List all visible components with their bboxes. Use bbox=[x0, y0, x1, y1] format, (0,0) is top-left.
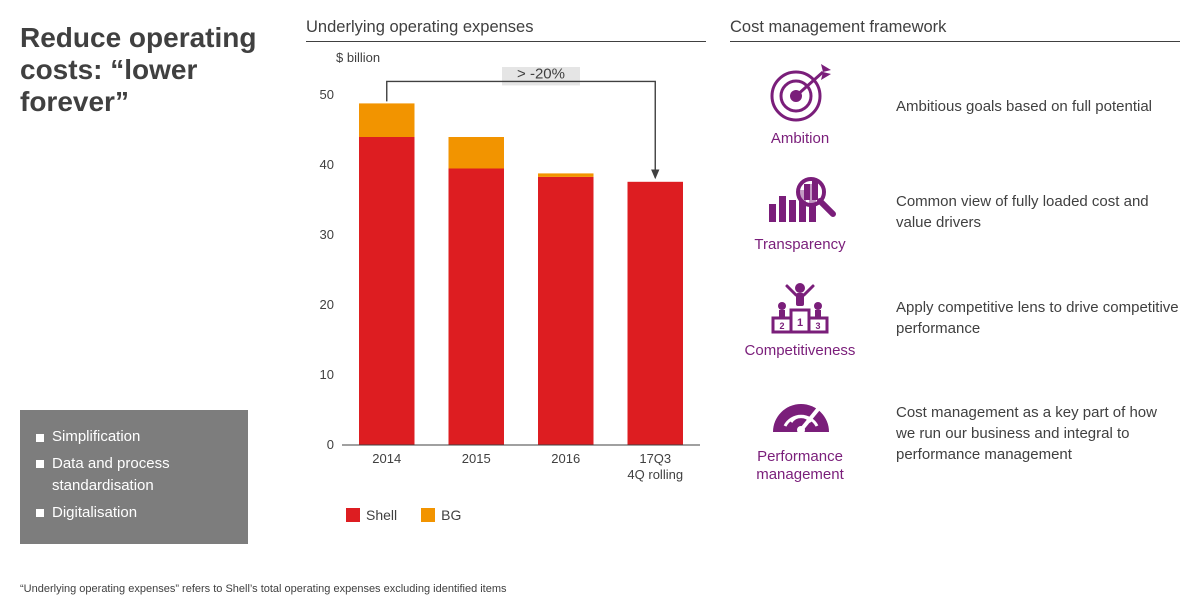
svg-text:2015: 2015 bbox=[462, 451, 491, 466]
podium-icon: 1 2 3 bbox=[730, 276, 870, 336]
bullet-item: Data and process standardisation bbox=[36, 453, 232, 498]
bar-segment bbox=[449, 169, 504, 446]
bar-segment bbox=[538, 173, 593, 177]
svg-text:2016: 2016 bbox=[551, 451, 580, 466]
svg-text:> -20%: > -20% bbox=[517, 67, 565, 82]
footnote: “Underlying operating expenses” refers t… bbox=[20, 583, 507, 595]
svg-text:0: 0 bbox=[327, 437, 334, 452]
chart-title: Underlying operating expenses bbox=[306, 18, 706, 42]
chart-legend: Shell BG bbox=[346, 507, 706, 523]
bullet-item: Simplification bbox=[36, 426, 232, 449]
bullet-item: Digitalisation bbox=[36, 502, 232, 525]
svg-text:40: 40 bbox=[320, 157, 334, 172]
framework-label: Competitiveness bbox=[730, 342, 870, 360]
framework-item: 1 2 3 Competitiveness Apply competitive l… bbox=[730, 276, 1180, 360]
legend-label: BG bbox=[441, 507, 461, 523]
svg-text:2014: 2014 bbox=[372, 451, 401, 466]
magnify-bars-icon bbox=[730, 170, 870, 230]
y-axis-label: $ billion bbox=[336, 50, 706, 65]
framework-label: Ambition bbox=[730, 130, 870, 148]
svg-text:20: 20 bbox=[320, 297, 334, 312]
framework-label: Performance management bbox=[730, 448, 870, 484]
svg-text:1: 1 bbox=[797, 317, 803, 329]
bullet-box: Simplification Data and process standardi… bbox=[20, 410, 248, 544]
legend-item: BG bbox=[421, 507, 461, 523]
bar-segment bbox=[449, 137, 504, 169]
bar-segment bbox=[538, 177, 593, 445]
legend-item: Shell bbox=[346, 507, 397, 523]
svg-text:2: 2 bbox=[779, 321, 784, 331]
legend-swatch bbox=[421, 508, 435, 522]
bar-segment bbox=[359, 103, 414, 137]
framework-title: Cost management framework bbox=[730, 18, 1180, 42]
svg-text:30: 30 bbox=[320, 227, 334, 242]
bar-segment bbox=[359, 137, 414, 445]
svg-text:17Q3: 17Q3 bbox=[639, 451, 671, 466]
framework-description: Apply competitive lens to drive competit… bbox=[896, 297, 1180, 339]
legend-swatch bbox=[346, 508, 360, 522]
legend-label: Shell bbox=[366, 507, 397, 523]
framework-label: Transparency bbox=[730, 236, 870, 254]
expenses-bar-chart: 0 10 20 30 40 50 2014 2015 2016 17Q34Q rolling > -… bbox=[306, 67, 706, 497]
svg-text:3: 3 bbox=[815, 321, 820, 331]
framework-item: Performance management Cost management as… bbox=[730, 382, 1180, 484]
svg-text:4Q rolling: 4Q rolling bbox=[627, 467, 683, 482]
svg-text:50: 50 bbox=[320, 87, 334, 102]
target-icon bbox=[730, 64, 870, 124]
framework-description: Cost management as a key part of how we … bbox=[896, 402, 1180, 465]
framework-item: Transparency Common view of fully loaded … bbox=[730, 170, 1180, 254]
framework-item: Ambition Ambitious goals based on full po… bbox=[730, 64, 1180, 148]
bar-segment bbox=[628, 182, 683, 445]
svg-text:10: 10 bbox=[320, 367, 334, 382]
framework-description: Ambitious goals based on full potential bbox=[896, 96, 1152, 117]
gauge-icon bbox=[730, 382, 870, 442]
framework-description: Common view of fully loaded cost and val… bbox=[896, 191, 1180, 233]
page-headline: Reduce operating costs: “lower forever” bbox=[20, 22, 280, 119]
